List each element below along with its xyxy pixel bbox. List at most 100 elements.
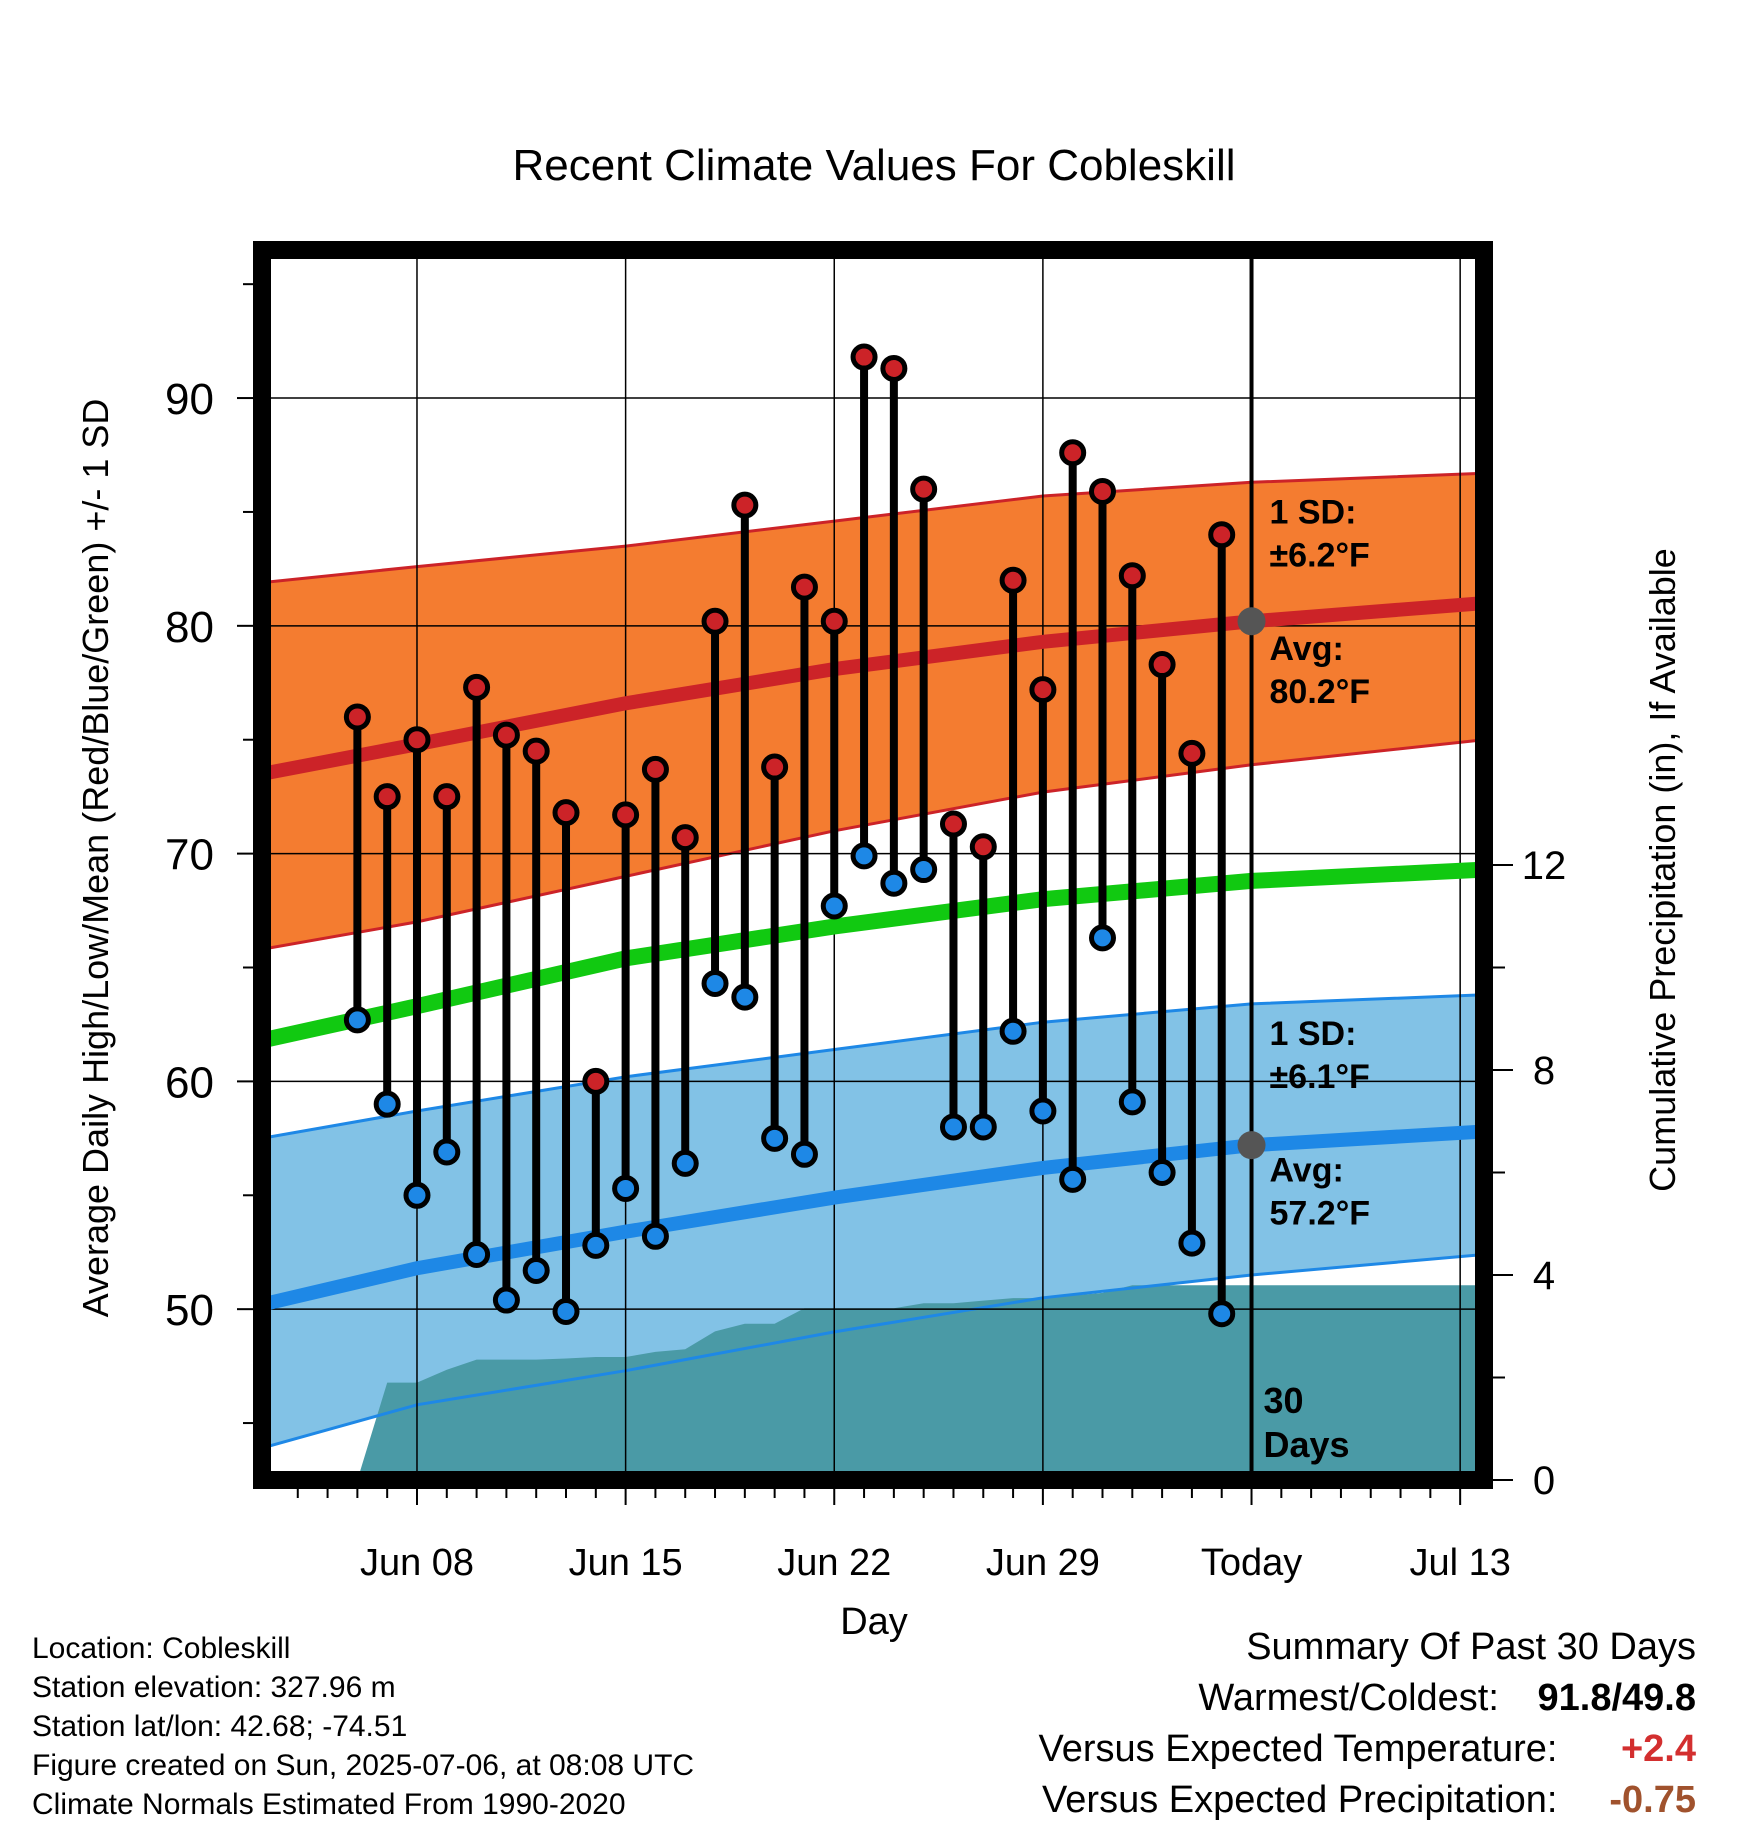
warmest-coldest-value: 91.8/49.8 xyxy=(1538,1677,1697,1720)
daily-low-point xyxy=(343,1006,371,1034)
x-tick-label: Today xyxy=(1201,1542,1302,1584)
daily-low-point xyxy=(552,1297,580,1325)
footer-elevation: Station elevation: 327.96 m xyxy=(32,1671,396,1704)
today-low-average-marker xyxy=(1237,1131,1266,1160)
daily-low-point xyxy=(1059,1165,1087,1193)
daily-low-point xyxy=(910,856,938,884)
footer-location: Location: Cobleskill xyxy=(32,1632,291,1665)
daily-high-point xyxy=(671,824,699,852)
summary-warmest-coldest: Warmest/Coldest: 91.8/49.8 xyxy=(1198,1677,1696,1720)
daily-high-point xyxy=(790,573,818,601)
daily-high-point xyxy=(343,703,371,731)
daily-low-point xyxy=(1118,1088,1146,1116)
x-tick-label: Jun 08 xyxy=(360,1542,474,1584)
plot-frame xyxy=(253,241,1493,1489)
daily-high-point xyxy=(910,475,938,503)
daily-high-point xyxy=(939,810,967,838)
low-average-annotation: Avg: xyxy=(1270,1152,1344,1190)
daily-low-point xyxy=(850,842,878,870)
daily-low-point xyxy=(999,1017,1027,1045)
x-tick-label: Jul 13 xyxy=(1409,1542,1510,1584)
x-axis-label: Day xyxy=(840,1601,908,1643)
x-tick-label: Jun 29 xyxy=(986,1542,1100,1584)
days-label: Days xyxy=(1264,1424,1350,1465)
daily-high-point xyxy=(1029,676,1057,704)
plot-area: 1 SD: ±6.2°F Avg: 80.2°F 1 SD: ±6.1°F Avg: 57.2… xyxy=(165,241,1567,1584)
daily-high-point xyxy=(850,343,878,371)
daily-low-point xyxy=(731,983,759,1011)
daily-low-point xyxy=(880,869,908,897)
daily-high-point xyxy=(403,726,431,754)
daily-low-point xyxy=(582,1231,610,1259)
footer-created: Figure created on Sun, 2025-07-06, at 08… xyxy=(32,1749,695,1782)
chart-title: Recent Climate Values For Cobleskill xyxy=(512,141,1235,190)
warmest-coldest-slash: / xyxy=(1611,1677,1623,1719)
daily-low-point xyxy=(1208,1300,1236,1328)
precipitation-anomaly: -0.75 xyxy=(1609,1779,1696,1821)
summary-title: Summary Of Past 30 Days xyxy=(1246,1626,1696,1668)
y2-tick-label: 8 xyxy=(1533,1049,1555,1093)
daily-low-point xyxy=(820,892,848,920)
daily-low-point xyxy=(403,1181,431,1209)
daily-high-point xyxy=(880,354,908,382)
days-label: 30 xyxy=(1264,1380,1304,1421)
y2-tick-label: 4 xyxy=(1533,1254,1555,1298)
warmest-coldest-label: Warmest/Coldest: xyxy=(1198,1677,1499,1719)
daily-low-point xyxy=(1178,1229,1206,1257)
y2-tick-label: 0 xyxy=(1533,1459,1555,1503)
daily-low-point xyxy=(701,969,729,997)
high-average-annotation: 80.2°F xyxy=(1270,673,1371,711)
y2-tick-label: 12 xyxy=(1522,844,1567,888)
daily-high-point xyxy=(820,607,848,635)
daily-low-point xyxy=(463,1241,491,1268)
daily-high-point xyxy=(1208,521,1236,549)
daily-low-point xyxy=(492,1286,520,1314)
low-average-annotation: 57.2°F xyxy=(1270,1195,1371,1233)
daily-high-point xyxy=(731,491,759,519)
daily-high-point xyxy=(492,721,520,749)
plot-inner xyxy=(262,250,1484,1480)
daily-low-point xyxy=(373,1090,401,1118)
daily-low-point xyxy=(671,1149,699,1177)
high-sd-annotation: ±6.2°F xyxy=(1270,536,1370,574)
daily-high-point xyxy=(701,607,729,635)
daily-low-point xyxy=(761,1124,789,1152)
daily-high-point xyxy=(761,753,789,781)
today-high-average-marker xyxy=(1237,607,1266,636)
low-sd-annotation: 1 SD: xyxy=(1270,1015,1357,1053)
footer-normals: Climate Normals Estimated From 1990-2020 xyxy=(32,1788,626,1821)
daily-high-point xyxy=(1088,477,1116,505)
x-tick-label: Jun 22 xyxy=(777,1542,891,1584)
daily-low-point xyxy=(969,1113,997,1141)
daily-low-point xyxy=(641,1222,669,1250)
precipitation-area xyxy=(357,1285,1484,1480)
daily-high-point xyxy=(999,566,1027,594)
temperature-anomaly: +2.4 xyxy=(1620,1728,1696,1770)
y-axis-label: Average Daily High/Low/Mean (Red/Blue/Gr… xyxy=(75,399,116,1318)
x-tick-label: Jun 15 xyxy=(569,1542,683,1584)
daily-high-point xyxy=(1059,439,1087,467)
daily-low-point xyxy=(612,1174,640,1202)
daily-low-point xyxy=(790,1140,818,1168)
daily-high-point xyxy=(969,833,997,861)
daily-low-point xyxy=(1148,1159,1176,1186)
daily-low-point xyxy=(522,1256,550,1284)
daily-high-point xyxy=(612,801,640,829)
daily-low-point xyxy=(939,1113,967,1141)
low-sd-annotation: ±6.1°F xyxy=(1270,1058,1370,1096)
daily-high-point xyxy=(463,673,491,701)
summary-temperature: Versus Expected Temperature: +2.4 xyxy=(1039,1728,1696,1771)
daily-low-point xyxy=(433,1138,461,1166)
y-tick-label: 70 xyxy=(165,831,214,880)
daily-high-point xyxy=(552,799,580,827)
daily-high-point xyxy=(433,783,461,811)
y2-axis-label: Cumulative Precipitation (in), If Availa… xyxy=(1642,548,1683,1192)
daily-high-point xyxy=(1118,562,1146,590)
coldest-value: 49.8 xyxy=(1622,1677,1696,1719)
daily-high-point xyxy=(1178,739,1206,767)
summary-precipitation: Versus Expected Precipitation: -0.75 xyxy=(1042,1779,1696,1822)
daily-high-point xyxy=(582,1067,610,1095)
daily-high-point xyxy=(1148,651,1176,679)
daily-high-point xyxy=(373,783,401,811)
